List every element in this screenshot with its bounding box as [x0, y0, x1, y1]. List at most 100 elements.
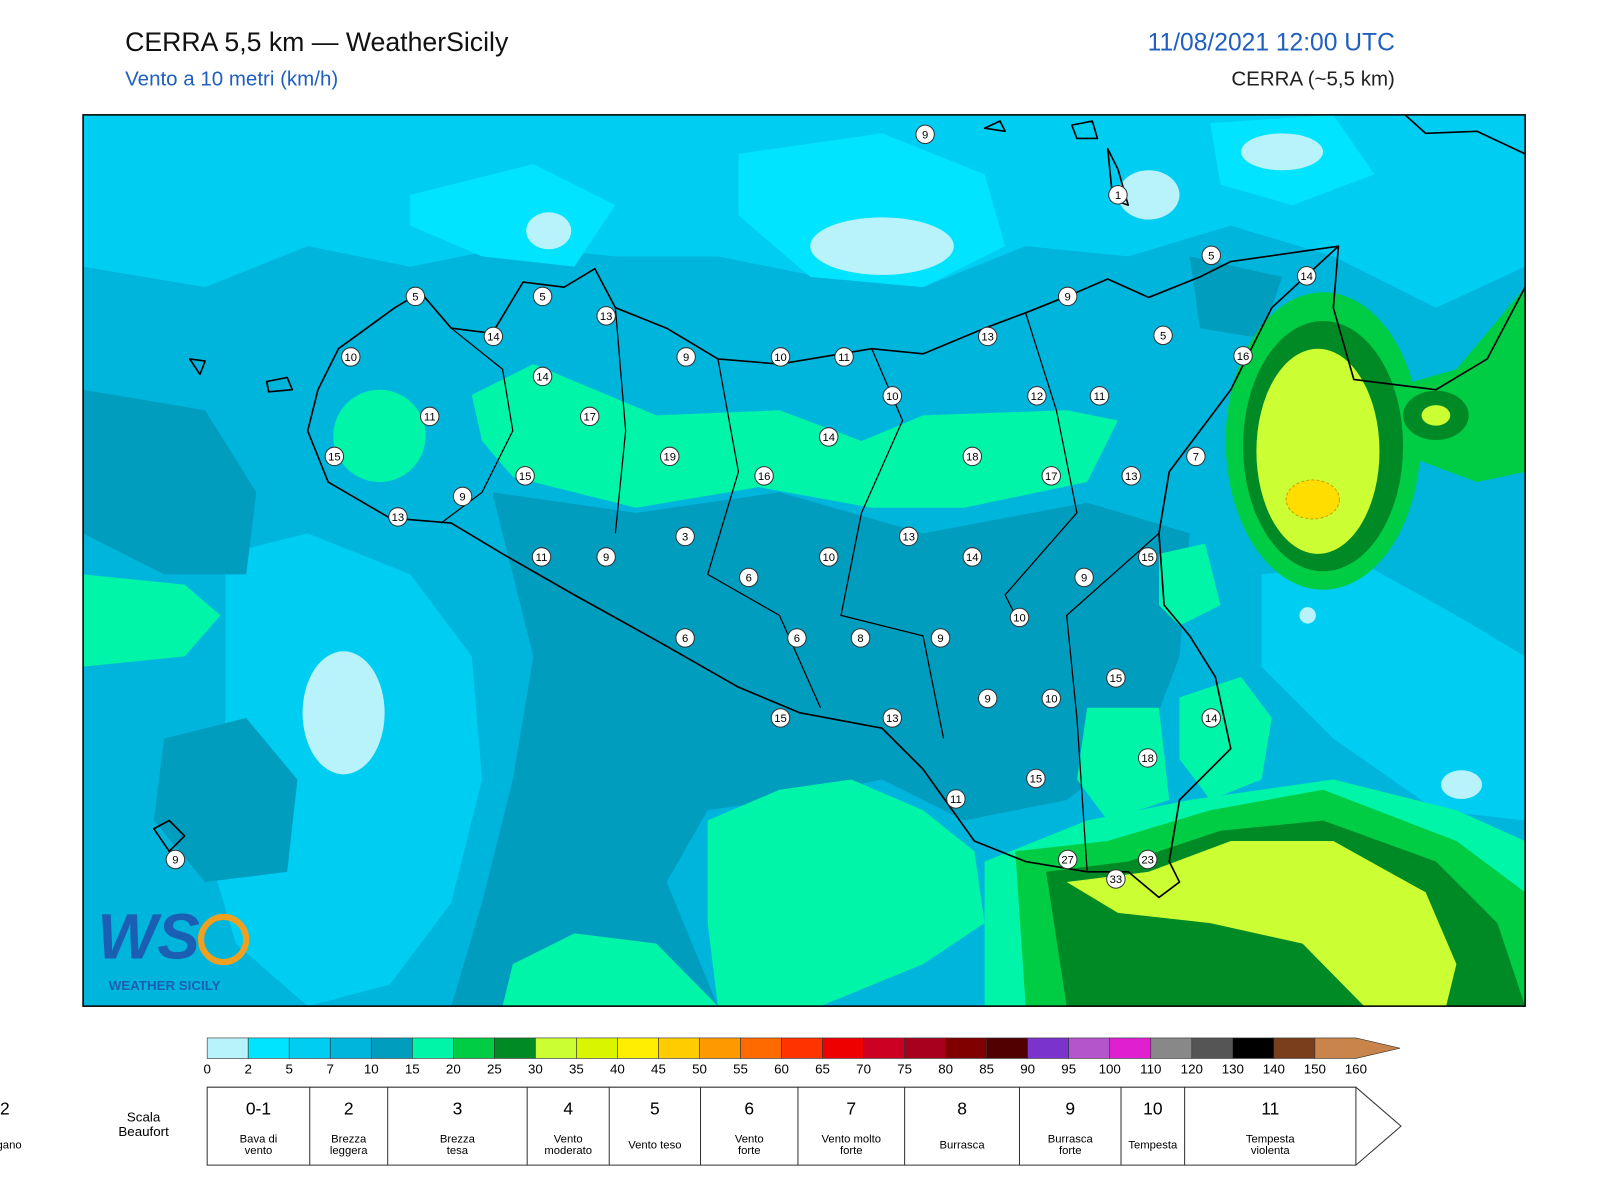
- beaufort-name: Burrasca: [1048, 1133, 1094, 1145]
- beaufort-force: 9: [1065, 1098, 1075, 1118]
- station-marker: [1121, 466, 1142, 486]
- colorbar-tick-label: 35: [569, 1061, 584, 1076]
- station-value: 11: [950, 794, 962, 806]
- beaufort-name: Burrasca: [940, 1140, 986, 1152]
- colorbar-segment: [904, 1037, 946, 1059]
- station-value: 17: [1045, 471, 1058, 483]
- colorbar-segment: [699, 1037, 741, 1059]
- station-marker: [1137, 849, 1158, 870]
- logo-mark: WS: [97, 901, 199, 972]
- station-marker: [1153, 325, 1173, 346]
- beaufort-force: 2: [344, 1098, 354, 1118]
- beaufort-name: violenta: [1251, 1145, 1291, 1157]
- station-marker: [1108, 185, 1128, 205]
- station-marker: [452, 486, 473, 507]
- station-value: 14: [536, 371, 549, 383]
- colorbar-segment: [1027, 1037, 1070, 1059]
- station-marker: [1137, 748, 1158, 768]
- colorbar-segment: [740, 1037, 782, 1059]
- station-value: 9: [985, 693, 991, 705]
- logo-name: WEATHER SICILY: [109, 978, 221, 993]
- station-marker: [596, 547, 616, 567]
- station-value: 9: [937, 633, 943, 645]
- colorbar-tick-label: 85: [979, 1061, 994, 1076]
- station-value: 15: [774, 713, 787, 725]
- station-value: 5: [1208, 250, 1214, 262]
- beaufort-name: Brezza: [331, 1133, 367, 1145]
- colorbar-segment: [1150, 1037, 1193, 1059]
- station-marker: [834, 347, 854, 367]
- station-marker: [898, 526, 919, 547]
- station-value: 8: [857, 633, 863, 645]
- station-value: 9: [172, 854, 178, 866]
- station-value: 10: [886, 391, 899, 403]
- beaufort-force: 7: [846, 1098, 856, 1118]
- station-value: 10: [822, 552, 835, 564]
- wind-field: [83, 114, 1526, 1007]
- station-marker: [165, 849, 186, 870]
- beaufort-label: Beaufort: [118, 1124, 169, 1139]
- station-marker: [1057, 286, 1078, 307]
- station-marker: [818, 547, 839, 567]
- station-value: 33: [1110, 874, 1123, 886]
- colorbar: 0 2 5 7 10 15 20 25 30 35 40 45 50 55 60 65 70 75 80 85 90 95…: [203, 1037, 1401, 1076]
- colorbar-tick-label: 120: [1181, 1061, 1203, 1076]
- station-marker: [596, 306, 616, 326]
- station-value: 10: [1013, 612, 1026, 624]
- colorbar-tick-label: 10: [364, 1061, 379, 1076]
- station-value: 13: [392, 512, 405, 524]
- station-marker: [930, 628, 951, 648]
- model: CERRA (~5,5 km): [1231, 67, 1394, 90]
- station-marker: [1201, 245, 1222, 266]
- colorbar-segment: [658, 1037, 700, 1059]
- station-value: 13: [981, 331, 994, 343]
- colorbar-tick-label: 90: [1020, 1061, 1035, 1076]
- colorbar-segment: [206, 1037, 249, 1059]
- station-marker: [754, 466, 774, 486]
- beaufort-name: Bava di: [240, 1133, 278, 1145]
- beaufort-name: vento: [245, 1145, 273, 1157]
- station-value: 3: [682, 531, 688, 543]
- station-value: 9: [1081, 572, 1087, 584]
- station-value: 13: [886, 713, 899, 725]
- station-marker: [388, 507, 408, 527]
- beaufort-name: forte: [738, 1145, 761, 1157]
- beaufort-name: Uragano: [0, 1140, 22, 1152]
- station-value: 14: [487, 331, 500, 343]
- colorbar-segment: [822, 1037, 864, 1059]
- colorbar-tick-label: 60: [774, 1061, 789, 1076]
- station-value: 18: [1141, 753, 1154, 765]
- colorbar-tick-label: 95: [1061, 1061, 1076, 1076]
- station-value: 14: [966, 552, 979, 564]
- beaufort-force: 11: [1261, 1098, 1279, 1118]
- station-value: 23: [1141, 854, 1154, 866]
- beaufort-frame: [206, 1086, 1402, 1166]
- beaufort-name: leggera: [330, 1145, 368, 1157]
- station-marker: [1057, 849, 1078, 870]
- colorbar-segment: [617, 1037, 659, 1059]
- station-value: 9: [922, 129, 928, 141]
- station-marker: [515, 466, 535, 486]
- station-value: 27: [1061, 854, 1074, 866]
- beaufort-force: 5: [650, 1098, 660, 1118]
- station-marker: [962, 446, 983, 467]
- colorbar-tick-label: 7: [327, 1061, 334, 1076]
- beaufort-force: 8: [957, 1098, 967, 1118]
- beaufort-label: Scala: [127, 1109, 161, 1124]
- station-marker: [675, 526, 695, 547]
- station-marker: [676, 347, 696, 367]
- colorbar-segment: [535, 1037, 577, 1059]
- colorbar-tick-label: 80: [938, 1061, 953, 1076]
- station-value: 19: [663, 451, 676, 463]
- station-marker: [1106, 668, 1126, 688]
- station-marker: [946, 789, 966, 809]
- station-value: 14: [1300, 271, 1313, 283]
- station-marker: [1074, 567, 1094, 588]
- station-value: 15: [519, 471, 532, 483]
- colorbar-tick-label: 65: [815, 1061, 830, 1076]
- colorbar-tick-label: 150: [1304, 1061, 1326, 1076]
- station-marker: [1027, 386, 1047, 406]
